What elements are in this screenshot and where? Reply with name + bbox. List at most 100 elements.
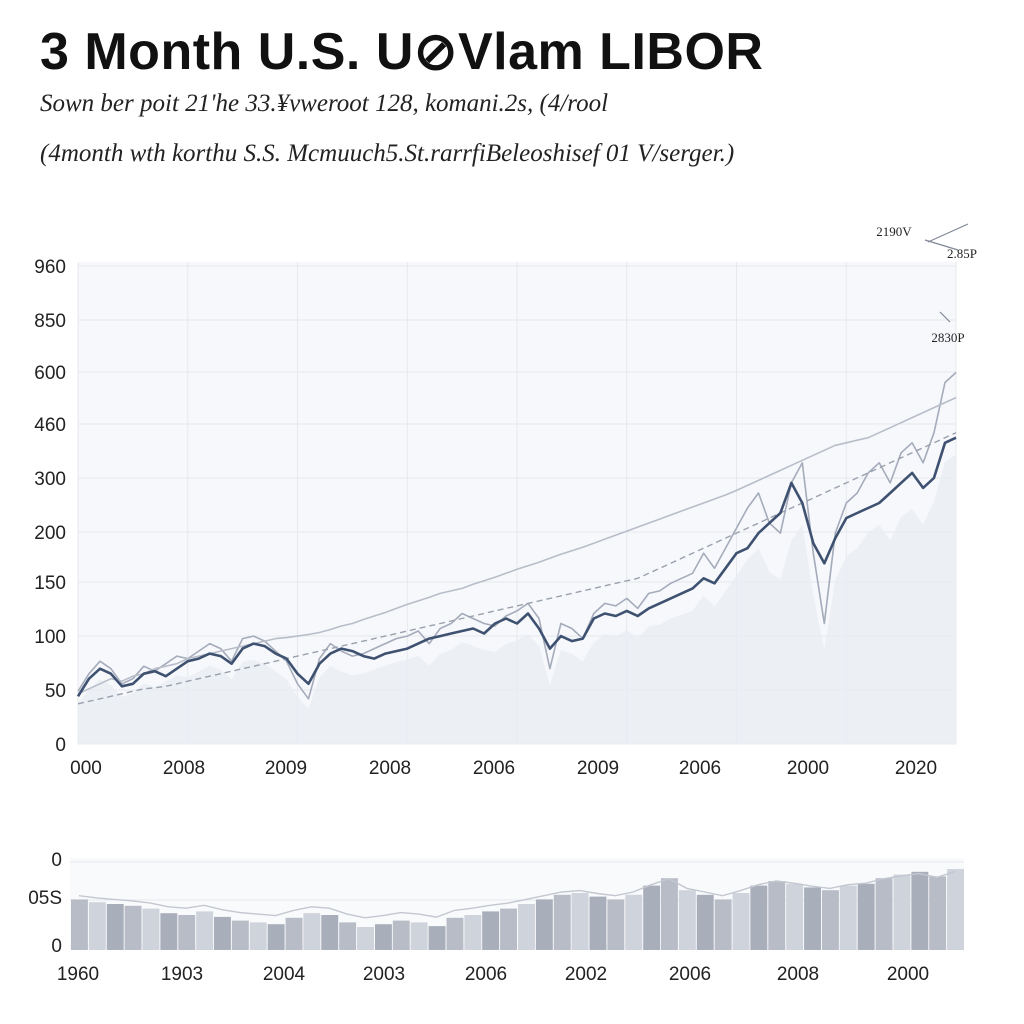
main-area-fill xyxy=(78,454,956,744)
bar xyxy=(535,899,553,950)
bar xyxy=(696,894,714,950)
bar-x-tick-label: 2002 xyxy=(565,964,607,985)
y-tick-label: 960 xyxy=(34,257,66,278)
bar xyxy=(249,922,267,950)
x-tick-label: 2009 xyxy=(265,758,307,779)
main-plot-lines xyxy=(76,371,957,705)
bar xyxy=(607,899,625,950)
bar xyxy=(339,922,357,950)
y-tick-label: 0 xyxy=(55,735,66,756)
bar xyxy=(106,904,124,950)
x-tick-label: 000 xyxy=(70,758,102,779)
bar xyxy=(267,924,285,950)
x-tick-label: 2008 xyxy=(163,758,205,779)
annotation-leader-line xyxy=(927,223,969,243)
x-tick-label: 2006 xyxy=(473,758,515,779)
y-tick-label: 100 xyxy=(34,627,66,648)
bar xyxy=(857,883,875,950)
data-annotation: 2.85P xyxy=(947,246,977,261)
series-line-primary xyxy=(76,436,957,697)
y-tick-label: 600 xyxy=(34,363,66,384)
x-tick-label: 2000 xyxy=(787,758,829,779)
bar xyxy=(410,922,428,950)
y-tick-label: 50 xyxy=(45,681,66,702)
bar xyxy=(947,869,964,950)
bar xyxy=(214,916,231,950)
x-tick-label: 2008 xyxy=(369,758,411,779)
bar xyxy=(732,893,750,950)
bar xyxy=(643,885,661,950)
y-tick-label: 150 xyxy=(34,573,66,594)
bar xyxy=(929,876,947,950)
bar xyxy=(893,874,911,950)
bar xyxy=(196,911,214,950)
bar xyxy=(500,908,517,950)
bar xyxy=(285,917,303,950)
series-line-volatile xyxy=(77,371,957,700)
main-plot-area xyxy=(78,454,956,744)
data-annotation: 2190V xyxy=(876,224,912,239)
bar xyxy=(392,920,410,950)
bar xyxy=(822,890,839,950)
bar xyxy=(786,883,804,950)
y-tick-label: 200 xyxy=(34,523,66,544)
bar xyxy=(553,894,571,950)
bar-trend-line xyxy=(78,870,956,919)
bar-x-tick-label: 1960 xyxy=(57,964,99,985)
x-tick-label: 2020 xyxy=(895,758,937,779)
bar xyxy=(303,913,321,950)
bar xyxy=(321,915,339,950)
main-plot-ticks: 0 50 100 150 200 300 460 600 850 960 000 2008 2009 20… xyxy=(34,257,937,779)
annotation-leader-line xyxy=(924,239,959,251)
bar xyxy=(124,905,142,950)
bar xyxy=(428,926,446,950)
series-line-dashed xyxy=(77,432,957,705)
bar-x-tick-label: 2003 xyxy=(363,964,405,985)
bar xyxy=(661,878,678,950)
bar xyxy=(482,911,500,950)
bar xyxy=(839,885,857,950)
bar-x-tick-label: 2008 xyxy=(777,964,819,985)
bar xyxy=(88,902,106,950)
bar xyxy=(71,899,88,950)
data-annotation: 2830P xyxy=(931,330,964,345)
x-tick-label: 2009 xyxy=(577,758,619,779)
bar xyxy=(375,924,392,950)
main-plot-annotations: 2190V 2.85P 2830P xyxy=(876,223,977,345)
bar-y-tick-label: 0 xyxy=(51,850,62,871)
bar xyxy=(231,920,249,950)
bar xyxy=(571,893,589,950)
bar xyxy=(446,917,464,950)
bar xyxy=(518,904,535,950)
y-tick-label: 300 xyxy=(34,469,66,490)
annotation-leader-line xyxy=(939,311,951,323)
bar-x-tick-label: 2006 xyxy=(669,964,711,985)
bar xyxy=(589,896,607,950)
bar xyxy=(142,908,160,950)
bar xyxy=(911,871,929,950)
bar xyxy=(768,881,786,950)
bar-y-tick-label: 0 xyxy=(51,936,62,957)
bar xyxy=(678,890,696,950)
bar xyxy=(625,894,643,950)
bar-x-tick-label: 2000 xyxy=(887,964,929,985)
chart-title: 3 Month U.S. U⊘Vlam LIBOR xyxy=(40,23,764,81)
bar-plot-bars xyxy=(71,869,964,950)
bar-plot-ticks: 0 05S 0 1960 1903 2004 2003 2006 2002 2006 2008 200… xyxy=(28,850,929,985)
bar xyxy=(178,915,196,950)
bar-y-tick-label: 05S xyxy=(28,888,62,909)
x-tick-label: 2006 xyxy=(679,758,721,779)
bar xyxy=(875,878,893,950)
y-tick-label: 850 xyxy=(34,311,66,332)
bar-x-tick-label: 2006 xyxy=(465,964,507,985)
bar xyxy=(357,927,374,950)
bar-x-tick-label: 2004 xyxy=(263,964,306,985)
chart-subtitle-1: Sown ber poit 21'he 33.¥vweroot 128, kom… xyxy=(40,90,609,117)
bar xyxy=(160,913,178,950)
bar xyxy=(804,887,821,950)
chart-subtitle-2: (4month wth korthu S.S. Mcmuuch5.St.rarr… xyxy=(40,140,735,167)
bar xyxy=(750,885,768,950)
bar xyxy=(464,915,482,950)
y-tick-label: 460 xyxy=(34,415,66,436)
